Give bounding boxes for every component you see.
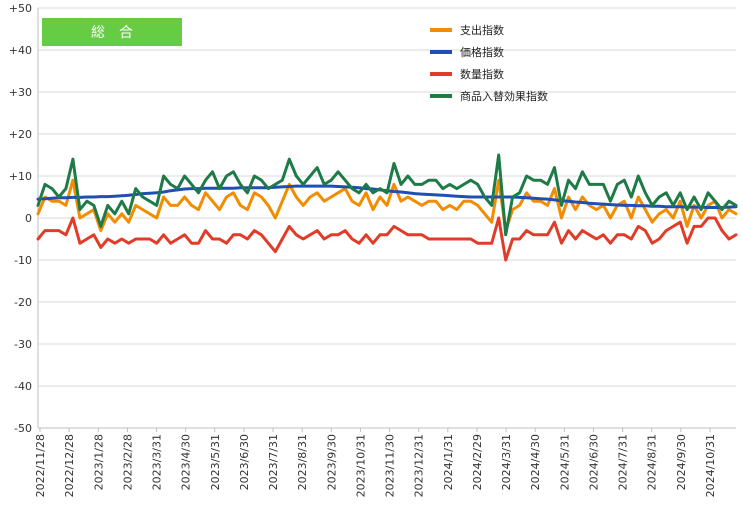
series-line-4 xyxy=(36,153,738,237)
x-tick-label: 2023/11/30 xyxy=(384,434,397,497)
x-tick-labels: 2022/11/28 2022/12/28 2023/1/28 2023/2/28 20… xyxy=(34,434,717,497)
legend-item: 数量指数 xyxy=(430,67,504,81)
legend-item: 価格指数 xyxy=(430,45,504,59)
y-tick-label: -20 xyxy=(14,296,32,309)
x-tick-label: 2024/10/31 xyxy=(704,434,717,497)
x-tick-label: 2023/12/31 xyxy=(413,434,426,497)
legend-label: 価格指数 xyxy=(460,45,504,59)
x-tick-label: 2024/6/30 xyxy=(587,434,600,490)
series-lines xyxy=(36,153,738,262)
x-tick-label: 2023/8/31 xyxy=(296,434,309,490)
y-tick-label: +50 xyxy=(9,2,32,15)
axes xyxy=(37,8,736,432)
legend-item: 商品入替効果指数 xyxy=(430,89,548,103)
y-tick-label: +20 xyxy=(9,128,32,141)
x-tick-label: 2022/12/28 xyxy=(63,434,76,497)
x-tick-label: 2023/2/28 xyxy=(121,434,134,490)
category-badge-label: 総 合 xyxy=(91,25,133,41)
legend-label: 商品入替効果指数 xyxy=(460,89,548,103)
y-tick-label: -50 xyxy=(14,422,32,435)
x-tick-label: 2024/9/30 xyxy=(675,434,688,490)
y-tick-label: -40 xyxy=(14,380,32,393)
x-tick-label: 2023/4/30 xyxy=(180,434,193,490)
x-tick-label: 2023/10/31 xyxy=(354,434,367,497)
y-tick-label: +30 xyxy=(9,86,32,99)
x-tick-label: 2023/7/31 xyxy=(267,434,280,490)
legend-label: 数量指数 xyxy=(460,67,504,81)
x-tick-label: 2024/7/31 xyxy=(617,434,630,490)
y-tick-label: +40 xyxy=(9,44,32,57)
x-tick-label: 2024/4/30 xyxy=(529,434,542,490)
x-tick-label: 2024/1/31 xyxy=(442,434,455,490)
legend-item: 支出指数 xyxy=(430,23,504,37)
series-line-3 xyxy=(36,216,738,262)
x-tick-label: 2023/3/31 xyxy=(151,434,164,490)
x-tick-label: 2022/11/28 xyxy=(34,434,47,497)
x-tick-label: 2024/5/31 xyxy=(558,434,571,490)
x-tick-label: 2023/1/28 xyxy=(92,434,105,490)
x-tick-label: 2024/2/29 xyxy=(471,434,484,490)
x-tick-label: 2023/6/30 xyxy=(238,434,251,490)
legend-label: 支出指数 xyxy=(460,23,504,37)
x-tick-label: 2023/5/31 xyxy=(209,434,222,490)
x-tick-label: 2024/3/31 xyxy=(500,434,513,490)
category-badge: 総 合 xyxy=(42,18,182,46)
category-badge-box xyxy=(42,18,182,46)
y-tick-label: +10 xyxy=(9,170,32,183)
y-tick-label: 0 xyxy=(25,212,32,225)
y-tick-labels: +50 +40 +30 +20 +10 0 -10 -20 -30 -40 -50 xyxy=(9,2,32,435)
y-tick-label: -30 xyxy=(14,338,32,351)
x-tick-label: 2023/9/30 xyxy=(325,434,338,490)
x-tick-label: 2024/8/31 xyxy=(646,434,659,490)
y-tick-label: -10 xyxy=(14,254,32,267)
